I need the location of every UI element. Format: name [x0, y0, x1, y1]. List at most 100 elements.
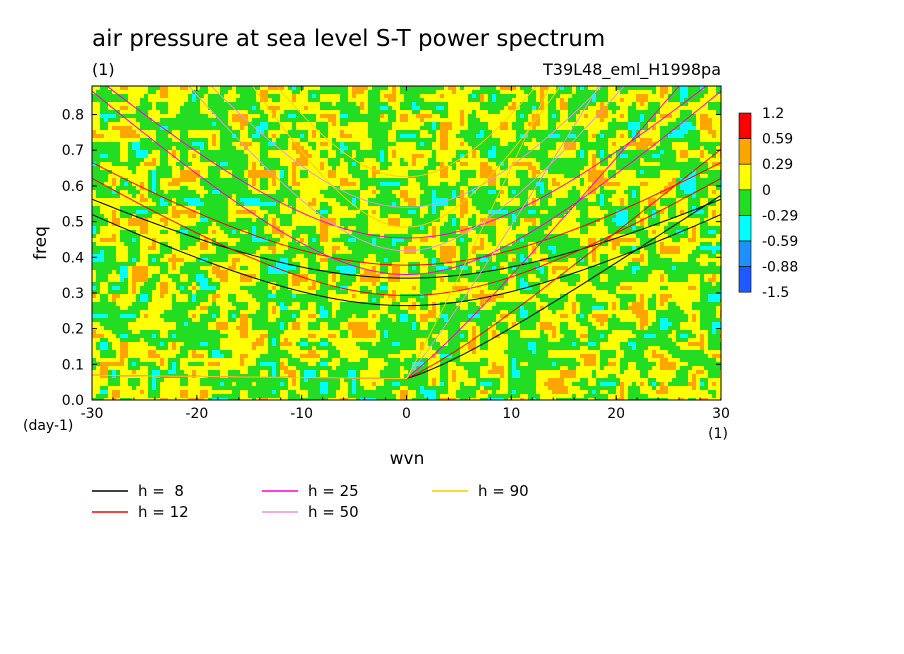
spectrum-cell: [332, 310, 336, 314]
spectrum-cell: [660, 306, 664, 310]
spectrum-cell: [408, 178, 412, 182]
spectrum-cell: [484, 250, 488, 254]
spectrum-cell: [380, 218, 384, 222]
spectrum-cell: [120, 118, 124, 122]
spectrum-cell: [636, 310, 640, 314]
spectrum-cell: [524, 298, 528, 302]
spectrum-cell: [120, 298, 124, 302]
spectrum-cell: [592, 130, 596, 134]
spectrum-cell: [172, 250, 176, 254]
spectrum-cell: [136, 154, 140, 158]
spectrum-cell: [460, 194, 464, 198]
spectrum-cell: [416, 194, 420, 198]
spectrum-cell: [132, 106, 136, 110]
spectrum-cell: [600, 106, 604, 110]
spectrum-cell: [200, 102, 204, 106]
spectrum-cell: [516, 166, 520, 170]
spectrum-cell: [124, 250, 128, 254]
spectrum-cell: [112, 298, 116, 302]
spectrum-cell: [680, 86, 684, 90]
spectrum-cell: [684, 218, 688, 222]
spectrum-cell: [340, 214, 344, 218]
spectrum-cell: [360, 90, 364, 94]
spectrum-cell: [480, 238, 484, 242]
spectrum-cell: [412, 186, 416, 190]
spectrum-cell: [416, 190, 420, 194]
spectrum-cell: [344, 266, 348, 270]
spectrum-cell: [580, 118, 584, 122]
spectrum-cell: [480, 290, 484, 294]
spectrum-cell: [252, 162, 256, 166]
spectrum-cell: [452, 106, 456, 110]
spectrum-cell: [336, 126, 340, 130]
spectrum-cell: [640, 290, 644, 294]
spectrum-cell: [300, 186, 304, 190]
spectrum-cell: [108, 206, 112, 210]
spectrum-cell: [568, 314, 572, 318]
spectrum-cell: [464, 102, 468, 106]
spectrum-cell: [660, 106, 664, 110]
spectrum-cell: [184, 274, 188, 278]
spectrum-cell: [644, 194, 648, 198]
spectrum-cell: [156, 150, 160, 154]
spectrum-cell: [192, 246, 196, 250]
spectrum-cell: [296, 258, 300, 262]
spectrum-cell: [500, 162, 504, 166]
spectrum-cell: [276, 250, 280, 254]
spectrum-cell: [464, 118, 468, 122]
spectrum-cell: [708, 138, 712, 142]
spectrum-cell: [660, 298, 664, 302]
spectrum-cell: [272, 202, 276, 206]
spectrum-cell: [488, 166, 492, 170]
spectrum-cell: [232, 214, 236, 218]
spectrum-cell: [136, 94, 140, 98]
spectrum-cell: [652, 154, 656, 158]
spectrum-cell: [168, 306, 172, 310]
spectrum-cell: [656, 190, 660, 194]
spectrum-cell: [148, 238, 152, 242]
spectrum-cell: [708, 118, 712, 122]
spectrum-cell: [548, 154, 552, 158]
spectrum-cell: [196, 134, 200, 138]
spectrum-cell: [408, 306, 412, 310]
spectrum-cell: [484, 234, 488, 238]
spectrum-cell: [560, 114, 564, 118]
spectrum-cell: [620, 262, 624, 266]
spectrum-cell: [128, 90, 132, 94]
spectrum-cell: [548, 182, 552, 186]
spectrum-cell: [632, 246, 636, 250]
spectrum-cell: [440, 198, 444, 202]
spectrum-cell: [220, 162, 224, 166]
spectrum-cell: [332, 170, 336, 174]
spectrum-cell: [116, 218, 120, 222]
spectrum-cell: [356, 298, 360, 302]
spectrum-cell: [212, 234, 216, 238]
spectrum-cell: [136, 174, 140, 178]
spectrum-cell: [164, 182, 168, 186]
spectrum-cell: [104, 234, 108, 238]
spectrum-cell: [260, 102, 264, 106]
spectrum-cell: [400, 246, 404, 250]
spectrum-cell: [468, 86, 472, 90]
spectrum-cell: [368, 186, 372, 190]
spectrum-cell: [592, 306, 596, 310]
spectrum-cell: [688, 218, 692, 222]
spectrum-cell: [444, 130, 448, 134]
spectrum-cell: [692, 274, 696, 278]
spectrum-cell: [224, 298, 228, 302]
spectrum-cell: [432, 298, 436, 302]
spectrum-cell: [272, 110, 276, 114]
spectrum-cell: [612, 238, 616, 242]
spectrum-cell: [608, 298, 612, 302]
spectrum-cell: [700, 150, 704, 154]
spectrum-cell: [124, 274, 128, 278]
spectrum-cell: [436, 246, 440, 250]
spectrum-cell: [384, 278, 388, 282]
spectrum-cell: [692, 186, 696, 190]
spectrum-cell: [396, 190, 400, 194]
spectrum-cell: [568, 230, 572, 234]
spectrum-cell: [536, 166, 540, 170]
spectrum-cell: [604, 110, 608, 114]
spectrum-cell: [316, 314, 320, 318]
spectrum-cell: [664, 182, 668, 186]
